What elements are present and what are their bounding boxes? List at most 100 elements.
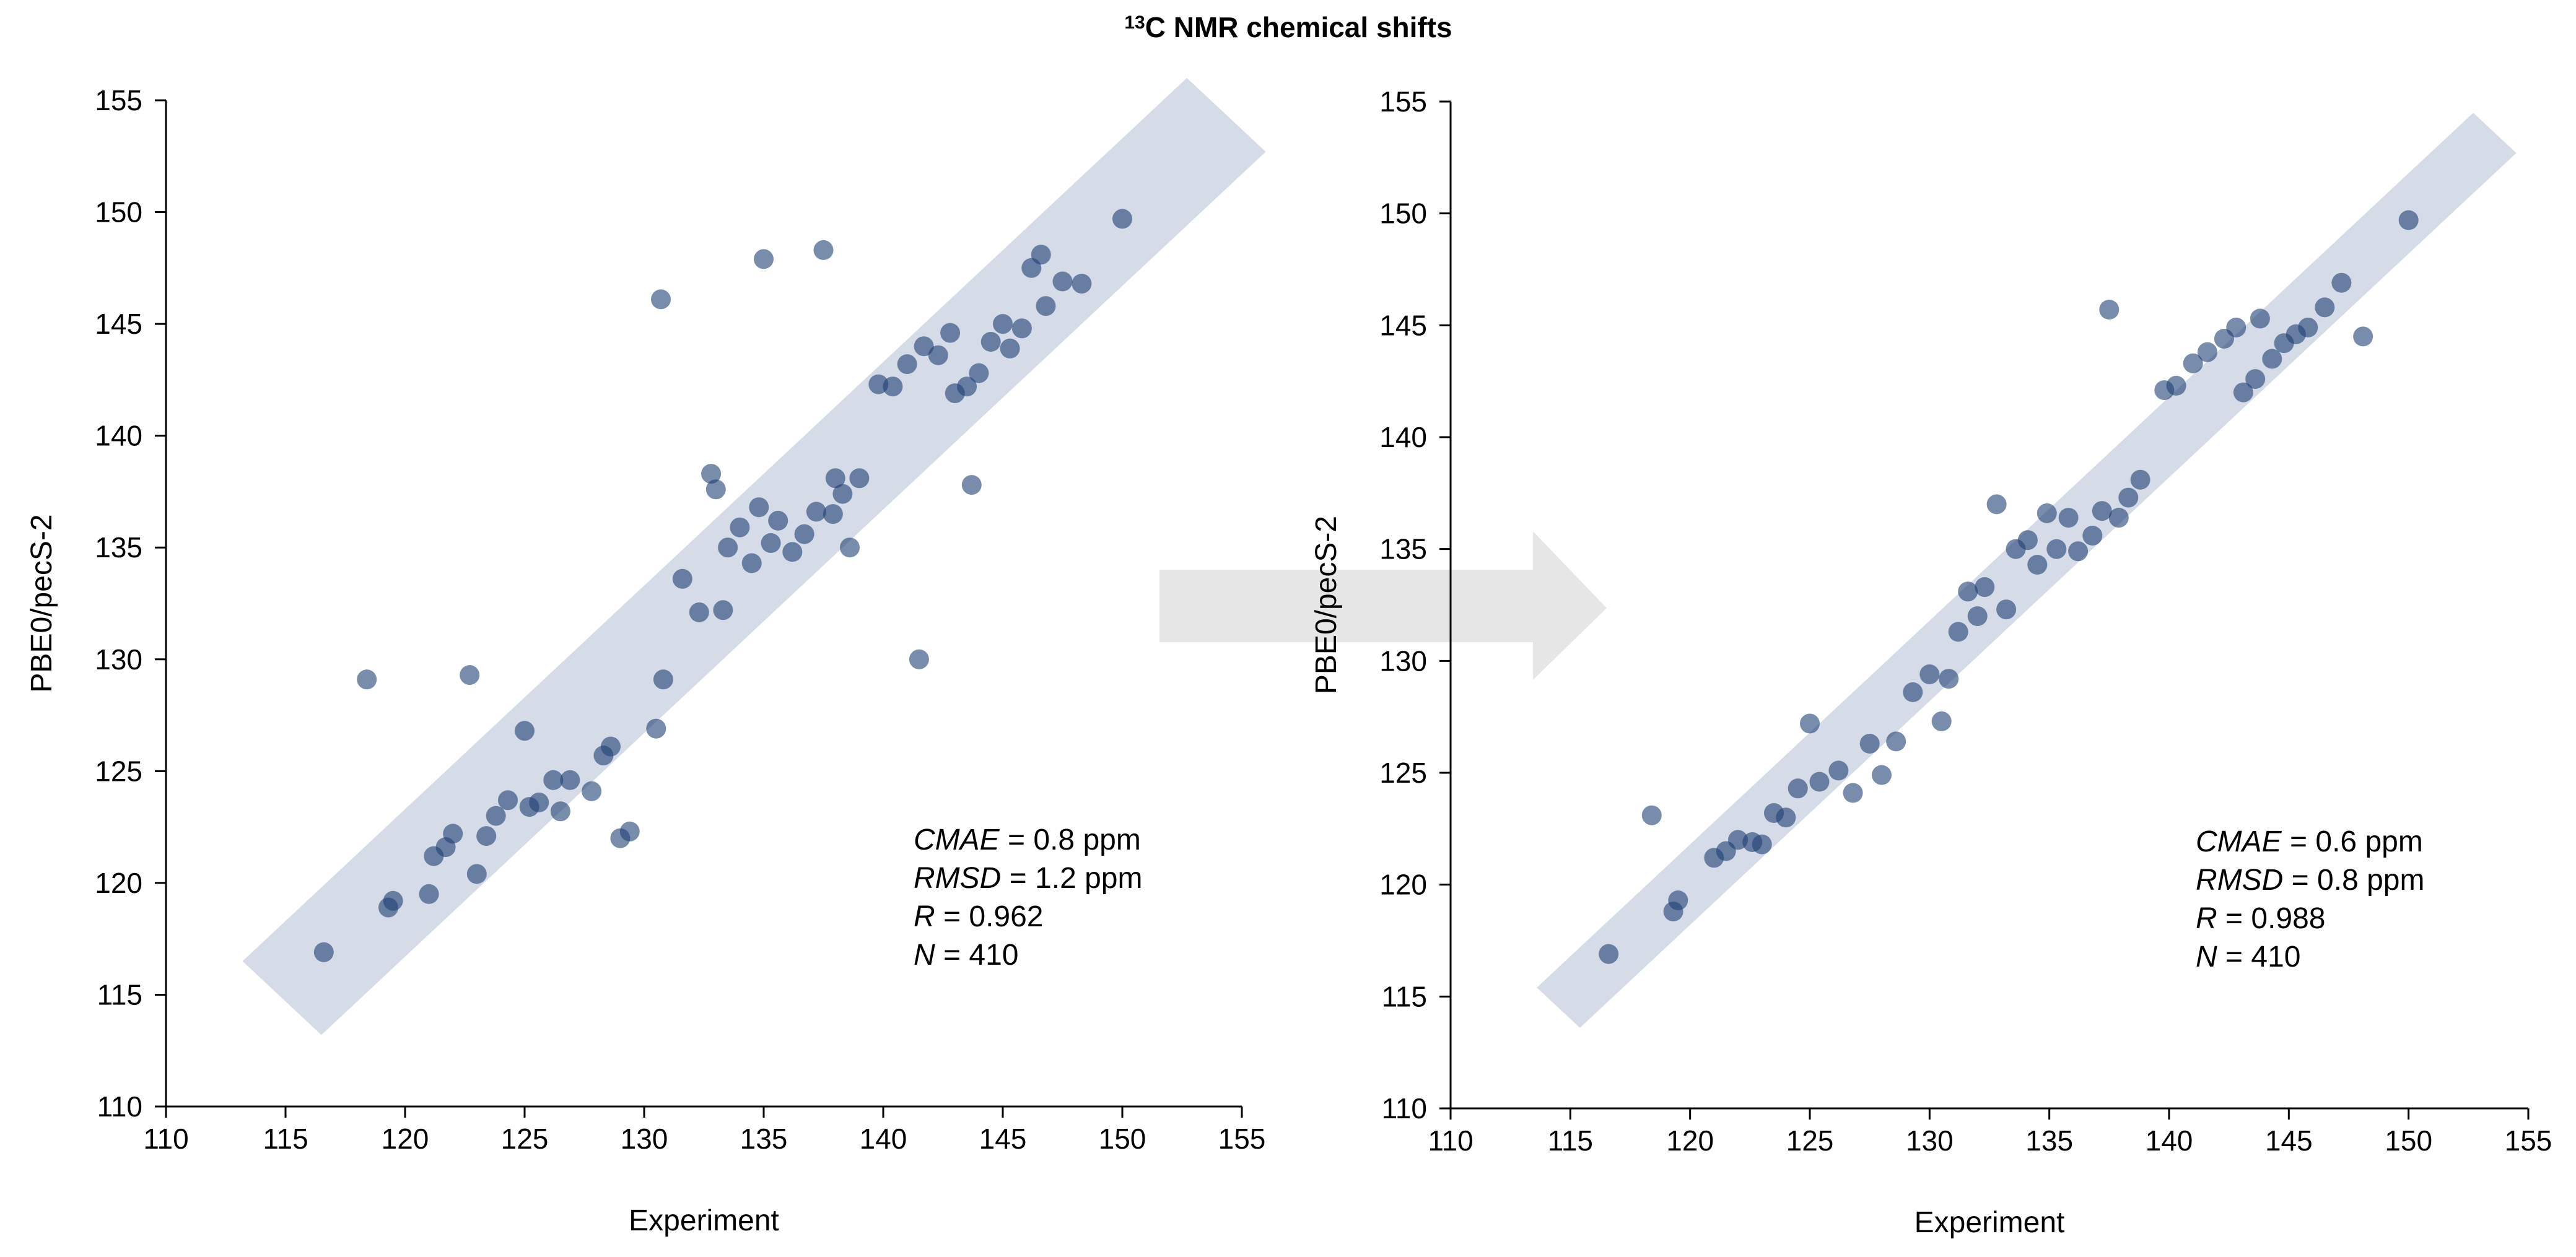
data-point [1958,581,1978,602]
y-tick-label: 120 [95,867,142,899]
y-tick-label: 115 [1382,980,1427,1012]
data-point [1828,760,1849,781]
figure-title: 13C NMR chemical shifts [1124,11,1452,43]
stat-line: RMSD = 0.8 ppm [2196,864,2424,897]
stat-value: = 0.6 ppm [2282,825,2423,858]
data-point [2197,342,2217,362]
data-point [550,801,570,822]
y-tick-label: 140 [1379,421,1427,453]
data-point [813,240,834,260]
x-axis-label: Experiment [1915,1206,2065,1239]
stat-line: R = 0.988 [2196,902,2326,935]
x-tick-label: 120 [1666,1124,1714,1157]
x-tick-label: 130 [621,1123,668,1155]
y-tick-label: 135 [1379,533,1427,565]
data-point [2130,469,2150,490]
data-point [1931,711,1952,731]
y-tick-label: 145 [95,308,142,340]
stat-name: R [2196,902,2217,935]
data-point [313,942,334,962]
data-point [2092,501,2112,521]
data-point [2166,375,2186,396]
data-point [646,718,666,739]
data-point [2058,508,2079,528]
data-point [1752,834,1772,855]
y-tick-label: 125 [95,755,142,787]
data-point [2017,530,2038,550]
stat-name: CMAE [2196,825,2282,858]
scatter-panel-left: 110 115 120 125 130 135 140 145 150 155 110 115 120 1… [25,77,1266,1237]
stat-name: RMSD [914,862,1001,895]
data-point [357,669,377,690]
title-main: C NMR chemical shifts [1145,11,1452,43]
data-point [1996,599,2017,620]
data-point [2233,382,2253,402]
data-point [1903,682,1923,702]
data-point [689,602,709,622]
data-point [2118,487,2139,508]
data-point [1948,622,1968,642]
data-point [1788,778,1808,799]
data-point [713,600,733,620]
data-point [1939,669,1959,689]
data-point [969,363,989,383]
data-point [832,484,853,504]
x-tick-label: 110 [143,1123,188,1155]
data-point [2298,317,2318,337]
data-point [1919,664,1940,684]
data-point [2037,503,2057,523]
data-point [749,497,769,518]
stat-value: = 0.988 [2217,902,2326,935]
y-tick-label: 110 [97,1090,142,1123]
data-point [754,249,774,269]
stat-name: R [914,900,935,933]
data-point [2398,210,2419,230]
data-point [705,479,726,500]
x-tick-label: 150 [2385,1124,2432,1157]
data-point [2108,508,2129,528]
data-point [560,770,580,790]
data-point [1011,318,1032,339]
data-point [897,354,917,375]
data-point [701,464,722,484]
x-tick-label: 130 [1906,1124,1954,1157]
stat-line: N = 410 [2196,941,2300,973]
x-tick-label: 150 [1099,1123,1146,1155]
x-tick-label: 140 [860,1123,907,1155]
data-point [909,649,929,669]
data-point [2082,526,2103,546]
data-point [1800,713,1820,734]
y-axis-label: PBE0/pecS-2 [25,514,58,692]
data-point [794,524,814,544]
data-point [2068,541,2089,562]
x-tick-label: 155 [2505,1124,2552,1157]
stat-line: R = 0.962 [914,900,1044,933]
data-point [672,568,692,589]
x-tick-label: 110 [1428,1124,1473,1157]
x-tick-label: 145 [979,1123,1027,1155]
data-point [823,504,843,524]
stat-value: = 0.8 ppm [2283,864,2424,897]
data-point [466,864,487,884]
stat-line: N = 410 [914,939,1018,972]
x-tick-label: 115 [263,1123,308,1155]
data-point [1886,731,1906,752]
x-tick-label: 125 [501,1123,549,1155]
data-point [2250,308,2270,329]
x-tick-label: 120 [382,1123,429,1155]
stat-line: CMAE = 0.6 ppm [2196,825,2423,858]
stat-name: RMSD [2196,864,2283,897]
data-point [619,821,640,842]
data-point [806,502,826,522]
data-point [1986,494,2007,515]
data-point [2262,349,2282,369]
stat-value: = 410 [935,939,1019,972]
y-tick-label: 150 [1379,198,1427,230]
data-point [2245,369,2266,389]
data-point [718,537,738,558]
data-point [741,553,762,573]
title-superscript: 13 [1124,12,1145,33]
data-point [883,376,903,397]
data-point [486,806,506,826]
